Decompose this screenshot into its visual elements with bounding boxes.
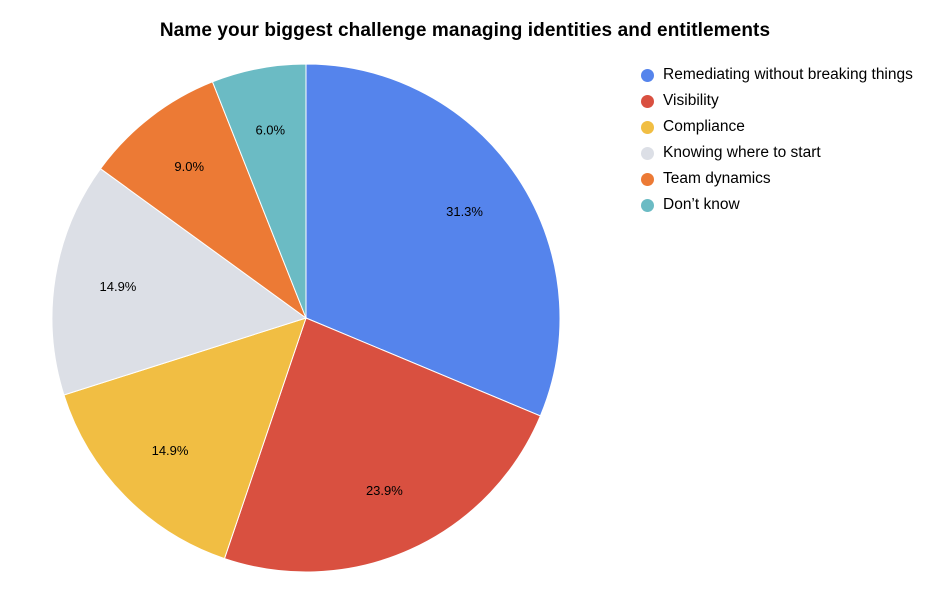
legend-label-4: Team dynamics — [663, 170, 771, 187]
legend-label-3: Knowing where to start — [663, 144, 821, 161]
pie-slice-4 — [99, 81, 308, 320]
pie-slice-3 — [51, 168, 308, 396]
chart-legend: Remediating without breaking things Visib… — [641, 62, 913, 218]
slice-label-2: 14.9% — [152, 443, 189, 458]
legend-label-2: Compliance — [663, 118, 745, 135]
legend-item-5: Don’t know — [641, 192, 913, 218]
legend-label-1: Visibility — [663, 92, 719, 109]
legend-label-0: Remediating without breaking things — [663, 66, 913, 83]
legend-item-3: Knowing where to start — [641, 140, 913, 166]
legend-swatch-5 — [641, 198, 654, 212]
legend-item-2: Compliance — [641, 114, 913, 140]
slice-label-4: 9.0% — [174, 159, 204, 174]
legend-item-0: Remediating without breaking things — [641, 62, 913, 88]
legend-swatch-1 — [641, 94, 654, 108]
legend-label-5: Don’t know — [663, 196, 740, 213]
pie-slice-5 — [211, 63, 307, 319]
pie-slice-2 — [63, 317, 307, 560]
slice-label-3: 14.9% — [100, 279, 137, 294]
chart-title: Name your biggest challenge managing ide… — [159, 20, 771, 41]
pie-slice-0 — [305, 63, 561, 417]
legend-swatch-3 — [641, 146, 654, 160]
legend-swatch-4 — [641, 172, 654, 186]
legend-swatch-0 — [641, 68, 654, 82]
legend-item-1: Visibility — [641, 88, 913, 114]
pie-slice-1 — [223, 317, 542, 573]
legend-swatch-2 — [641, 120, 654, 134]
slice-label-5: 6.0% — [255, 122, 285, 137]
slice-label-0: 31.3% — [446, 204, 483, 219]
legend-item-4: Team dynamics — [641, 166, 913, 192]
slice-label-1: 23.9% — [366, 483, 403, 498]
pie-chart: 31.3% 23.9% 14.9% 14.9% 9.0% 6.0% — [51, 63, 561, 573]
